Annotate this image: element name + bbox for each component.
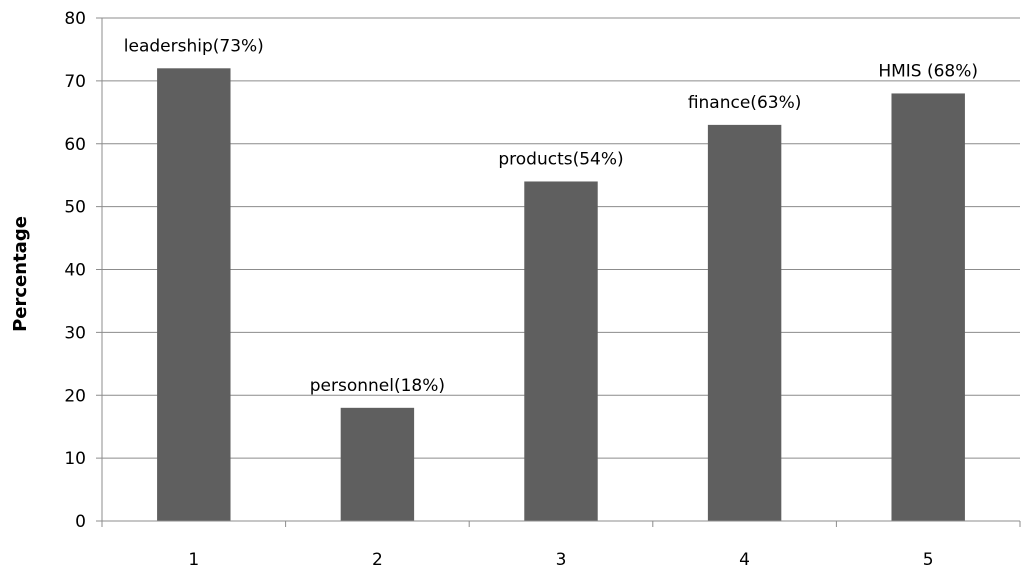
y-tick-labels: 0 10 20 30 40 50 60 70 80 xyxy=(64,9,86,532)
x-tick-label: 1 xyxy=(188,550,199,570)
data-label: HMIS (68%) xyxy=(878,61,978,81)
y-tick-label: 10 xyxy=(64,449,86,469)
data-label: products(54%) xyxy=(498,149,623,169)
bar-4 xyxy=(707,124,782,521)
y-tick-label: 70 xyxy=(64,72,86,92)
bars xyxy=(157,68,965,522)
y-tick-label: 60 xyxy=(64,135,86,155)
y-axis-title: Percentage xyxy=(10,216,31,332)
data-label: personnel(18%) xyxy=(310,376,445,396)
bar-3 xyxy=(524,181,598,521)
y-tick-label: 50 xyxy=(64,198,86,218)
data-label: finance(63%) xyxy=(688,93,802,113)
x-tick-labels: 1 2 3 4 5 xyxy=(188,550,933,570)
data-label: leadership(73%) xyxy=(124,36,264,56)
data-labels: leadership(73%) personnel(18%) products(54… xyxy=(124,36,978,396)
y-tick-label: 80 xyxy=(64,9,86,29)
x-tick-label: 5 xyxy=(923,550,934,570)
y-tick-label: 0 xyxy=(75,512,86,532)
x-tick-label: 2 xyxy=(372,550,383,570)
y-tick-label: 40 xyxy=(64,261,86,281)
bar-1 xyxy=(157,68,231,522)
bar-2 xyxy=(340,407,415,521)
y-tick-label: 20 xyxy=(64,386,86,406)
y-tick-label: 30 xyxy=(64,323,86,343)
bar-5 xyxy=(891,93,965,521)
axes xyxy=(96,17,1021,527)
x-tick-label: 4 xyxy=(739,550,750,570)
x-tick-label: 3 xyxy=(556,550,567,570)
